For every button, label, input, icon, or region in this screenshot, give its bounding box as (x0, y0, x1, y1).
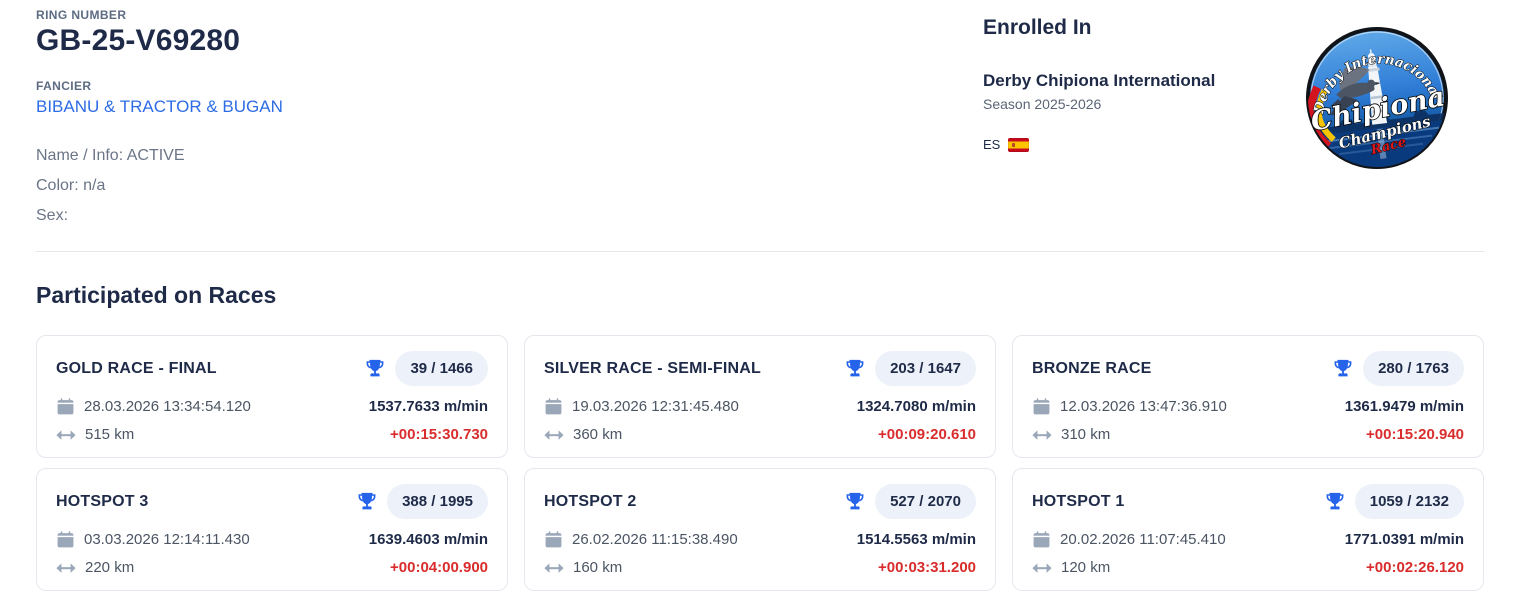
trophy-icon (1332, 358, 1354, 380)
enrolled-block: Enrolled In Derby Chipiona International… (983, 16, 1215, 152)
race-title: BRONZE RACE (1032, 359, 1152, 377)
race-distance: 120 km (1061, 559, 1111, 576)
distance-arrow-icon (56, 428, 76, 442)
race-distance-row: 160 km (544, 559, 622, 576)
race-distance: 220 km (85, 559, 135, 576)
race-time-behind: +00:03:31.200 (878, 559, 976, 576)
distance-arrow-icon (1032, 428, 1052, 442)
race-distance: 515 km (85, 426, 135, 443)
race-datetime-row: 26.02.2026 11:15:38.490 (544, 530, 738, 549)
race-datetime-row: 20.02.2026 11:07:45.410 (1032, 530, 1226, 549)
ring-number-value: GB-25-V69280 (36, 24, 241, 57)
race-distance-row: 120 km (1032, 559, 1110, 576)
race-speed: 1324.7080 m/min (856, 397, 976, 415)
trophy-icon (364, 358, 386, 380)
ring-number-label: RING NUMBER (36, 8, 127, 22)
race-datetime-row: 12.03.2026 13:47:36.910 (1032, 397, 1227, 416)
color-line: Color: n/a (36, 177, 106, 194)
race-card[interactable]: HOTSPOT 1 1059 / 2132 20.02.2026 1 (1012, 468, 1484, 591)
fancier-label: FANCIER (36, 79, 92, 93)
sex-line: Sex: (36, 207, 69, 224)
race-time-behind: +00:15:20.940 (1366, 426, 1464, 443)
race-speed: 1639.4603 m/min (368, 530, 488, 548)
rank-group: 388 / 1995 (356, 484, 488, 519)
race-time-behind: +00:09:20.610 (878, 426, 976, 443)
race-speed: 1514.5563 m/min (856, 530, 976, 548)
bird-info-block: RING NUMBER GB-25-V69280 FANCIER BIBANU … (36, 8, 283, 231)
race-time-behind: +00:04:00.900 (390, 559, 488, 576)
race-card-grid: GOLD RACE - FINAL 39 / 1466 28.03. (36, 335, 1484, 591)
race-datetime-row: 03.03.2026 12:14:11.430 (56, 530, 250, 549)
calendar-icon (56, 530, 75, 549)
race-title: SILVER RACE - SEMI-FINAL (544, 359, 761, 377)
race-distance: 310 km (1061, 426, 1111, 443)
trophy-icon (1324, 491, 1346, 513)
race-title: HOTSPOT 3 (56, 492, 149, 510)
rank-badge: 388 / 1995 (387, 484, 488, 519)
race-speed: 1361.9479 m/min (1344, 397, 1464, 415)
rank-badge: 527 / 2070 (875, 484, 976, 519)
calendar-icon (56, 397, 75, 416)
calendar-icon (544, 397, 563, 416)
race-datetime: 28.03.2026 13:34:54.120 (84, 397, 251, 415)
derby-logo: Derby Internacional Chipiona Champions R… (1295, 16, 1460, 181)
race-distance-row: 360 km (544, 426, 622, 443)
season-label: Season 2025-2026 (983, 96, 1102, 112)
race-speed: 1771.0391 m/min (1344, 530, 1464, 548)
rank-group: 1059 / 2132 (1324, 484, 1464, 519)
race-distance-row: 515 km (56, 426, 134, 443)
race-distance: 160 km (573, 559, 623, 576)
races-section-title: Participated on Races (36, 282, 277, 308)
calendar-icon (1032, 397, 1051, 416)
rank-badge: 203 / 1647 (875, 351, 976, 386)
distance-arrow-icon (56, 561, 76, 575)
derby-name: Derby Chipiona International (983, 71, 1216, 90)
race-distance: 360 km (573, 426, 623, 443)
race-datetime: 20.02.2026 11:07:45.410 (1060, 530, 1226, 548)
pigeon-header: RING NUMBER GB-25-V69280 FANCIER BIBANU … (36, 0, 1484, 252)
enrolled-title: Enrolled In (983, 16, 1092, 39)
race-card[interactable]: SILVER RACE - SEMI-FINAL 203 / 1647 (524, 335, 996, 458)
calendar-icon (1032, 530, 1051, 549)
distance-arrow-icon (544, 428, 564, 442)
distance-arrow-icon (1032, 561, 1052, 575)
race-time-behind: +00:15:30.730 (390, 426, 488, 443)
trophy-icon (844, 358, 866, 380)
rank-badge: 280 / 1763 (1363, 351, 1464, 386)
race-datetime: 03.03.2026 12:14:11.430 (84, 530, 250, 548)
derby-logo-badge: Derby Internacional Chipiona Champions R… (1304, 27, 1454, 175)
rank-group: 527 / 2070 (844, 484, 976, 519)
spain-flag-icon (1008, 137, 1030, 152)
calendar-icon (544, 530, 563, 549)
race-title: HOTSPOT 2 (544, 492, 637, 510)
race-card[interactable]: GOLD RACE - FINAL 39 / 1466 28.03. (36, 335, 508, 458)
trophy-icon (356, 491, 378, 513)
country-row: ES (983, 137, 1215, 152)
race-distance-row: 310 km (1032, 426, 1110, 443)
race-datetime: 19.03.2026 12:31:45.480 (572, 397, 739, 415)
race-card[interactable]: HOTSPOT 3 388 / 1995 03.03.2026 12 (36, 468, 508, 591)
rank-group: 203 / 1647 (844, 351, 976, 386)
race-time-behind: +00:02:26.120 (1366, 559, 1464, 576)
race-datetime: 26.02.2026 11:15:38.490 (572, 530, 738, 548)
race-card[interactable]: HOTSPOT 2 527 / 2070 26.02.2026 11 (524, 468, 996, 591)
race-distance-row: 220 km (56, 559, 134, 576)
rank-group: 280 / 1763 (1332, 351, 1464, 386)
race-title: HOTSPOT 1 (1032, 492, 1125, 510)
fancier-link[interactable]: BIBANU & TRACTOR & BUGAN (36, 97, 283, 116)
country-code: ES (983, 137, 1001, 152)
races-section: Participated on Races GOLD RACE - FINAL … (0, 282, 1520, 591)
name-info-line: Name / Info: ACTIVE (36, 147, 185, 164)
race-speed: 1537.7633 m/min (368, 397, 488, 415)
distance-arrow-icon (544, 561, 564, 575)
race-datetime: 12.03.2026 13:47:36.910 (1060, 397, 1227, 415)
race-card[interactable]: BRONZE RACE 280 / 1763 12.03.2026 (1012, 335, 1484, 458)
race-datetime-row: 19.03.2026 12:31:45.480 (544, 397, 739, 416)
race-datetime-row: 28.03.2026 13:34:54.120 (56, 397, 251, 416)
rank-group: 39 / 1466 (364, 351, 488, 386)
race-title: GOLD RACE - FINAL (56, 359, 217, 377)
trophy-icon (844, 491, 866, 513)
rank-badge: 1059 / 2132 (1354, 484, 1464, 519)
rank-badge: 39 / 1466 (395, 351, 488, 386)
